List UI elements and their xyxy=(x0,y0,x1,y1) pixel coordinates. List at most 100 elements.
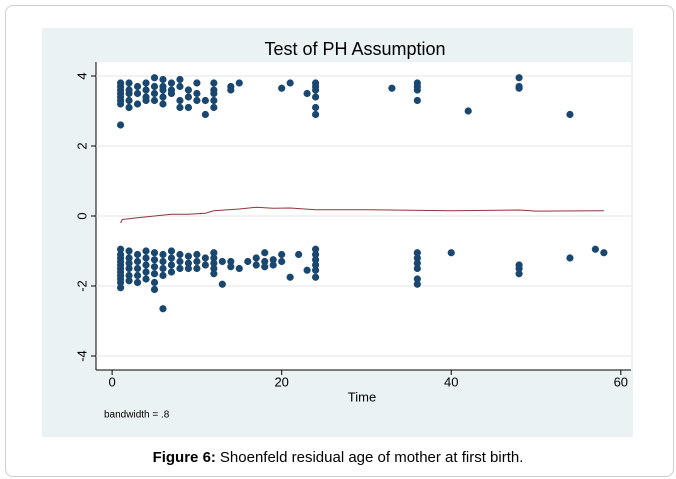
point xyxy=(210,79,218,87)
point xyxy=(159,271,167,280)
point xyxy=(311,245,320,253)
point xyxy=(515,264,523,273)
caption: Figure 6: Shoenfeld residual age of mothe… xyxy=(0,449,676,466)
point xyxy=(125,264,133,273)
point xyxy=(303,89,311,98)
point xyxy=(201,261,209,269)
x-tick-label: 20 xyxy=(274,374,288,389)
point xyxy=(159,86,167,94)
point xyxy=(210,264,218,273)
point xyxy=(125,247,133,255)
point xyxy=(311,261,320,269)
point xyxy=(464,107,472,115)
point xyxy=(142,96,150,105)
point xyxy=(210,270,218,278)
point xyxy=(227,86,235,94)
point xyxy=(278,257,286,266)
point xyxy=(193,89,201,98)
point xyxy=(515,270,523,278)
point xyxy=(413,96,421,105)
point xyxy=(150,278,159,287)
point xyxy=(176,82,184,91)
point xyxy=(125,277,133,285)
point xyxy=(252,261,260,269)
point xyxy=(159,250,167,259)
point xyxy=(133,250,142,259)
point xyxy=(150,256,159,264)
point xyxy=(295,250,303,259)
point xyxy=(311,250,320,259)
point xyxy=(150,82,159,91)
point xyxy=(413,264,421,273)
point xyxy=(193,79,201,87)
point xyxy=(201,254,209,262)
point xyxy=(116,245,125,253)
point xyxy=(150,96,159,105)
point xyxy=(566,110,574,119)
point xyxy=(413,249,421,257)
point xyxy=(150,249,159,257)
point xyxy=(413,259,421,267)
point xyxy=(150,74,159,82)
point xyxy=(210,254,218,262)
point xyxy=(447,249,455,257)
y-tick-label: 2 xyxy=(74,142,89,149)
point xyxy=(227,257,235,266)
point xyxy=(167,261,176,269)
y-tick-label: -2 xyxy=(74,280,89,292)
point xyxy=(133,257,142,266)
point xyxy=(210,103,218,112)
chart-title: Test of PH Assumption xyxy=(264,39,445,59)
point xyxy=(227,263,235,271)
point xyxy=(193,264,201,273)
point xyxy=(210,89,218,98)
point xyxy=(303,266,311,274)
point xyxy=(176,75,184,84)
point xyxy=(133,89,142,98)
point xyxy=(159,305,167,313)
x-tick-label: 0 xyxy=(108,374,115,389)
point xyxy=(311,103,320,112)
point xyxy=(244,257,252,266)
point xyxy=(591,245,599,253)
point xyxy=(159,257,167,266)
smooth-line xyxy=(120,206,604,224)
point xyxy=(167,254,176,262)
point xyxy=(159,75,167,84)
caption-label: Figure 6: xyxy=(152,449,216,466)
point xyxy=(218,257,226,266)
point xyxy=(413,254,421,262)
point xyxy=(125,96,133,105)
point xyxy=(133,100,142,108)
point xyxy=(193,250,201,259)
point xyxy=(167,268,176,276)
point xyxy=(125,271,133,280)
point xyxy=(167,79,176,87)
x-tick-label: 60 xyxy=(614,374,628,389)
point xyxy=(261,263,269,271)
point xyxy=(142,79,150,87)
y-tick-label: 4 xyxy=(74,72,89,79)
point xyxy=(116,121,125,129)
caption-text: Shoenfeld residual age of mother at firs… xyxy=(219,449,524,466)
point xyxy=(184,86,193,94)
point xyxy=(150,285,159,294)
point xyxy=(184,252,193,260)
point xyxy=(269,261,277,269)
point xyxy=(311,86,320,94)
point xyxy=(184,103,193,112)
point xyxy=(218,280,226,288)
point xyxy=(413,86,421,94)
figure-frame xyxy=(5,5,674,477)
point xyxy=(413,275,421,283)
point xyxy=(133,264,142,273)
point xyxy=(311,256,320,264)
point xyxy=(133,271,142,280)
point xyxy=(184,264,193,273)
point xyxy=(133,278,142,287)
point xyxy=(125,254,133,262)
point xyxy=(116,100,125,108)
point xyxy=(159,93,167,101)
x-tick-label: 40 xyxy=(444,374,458,389)
